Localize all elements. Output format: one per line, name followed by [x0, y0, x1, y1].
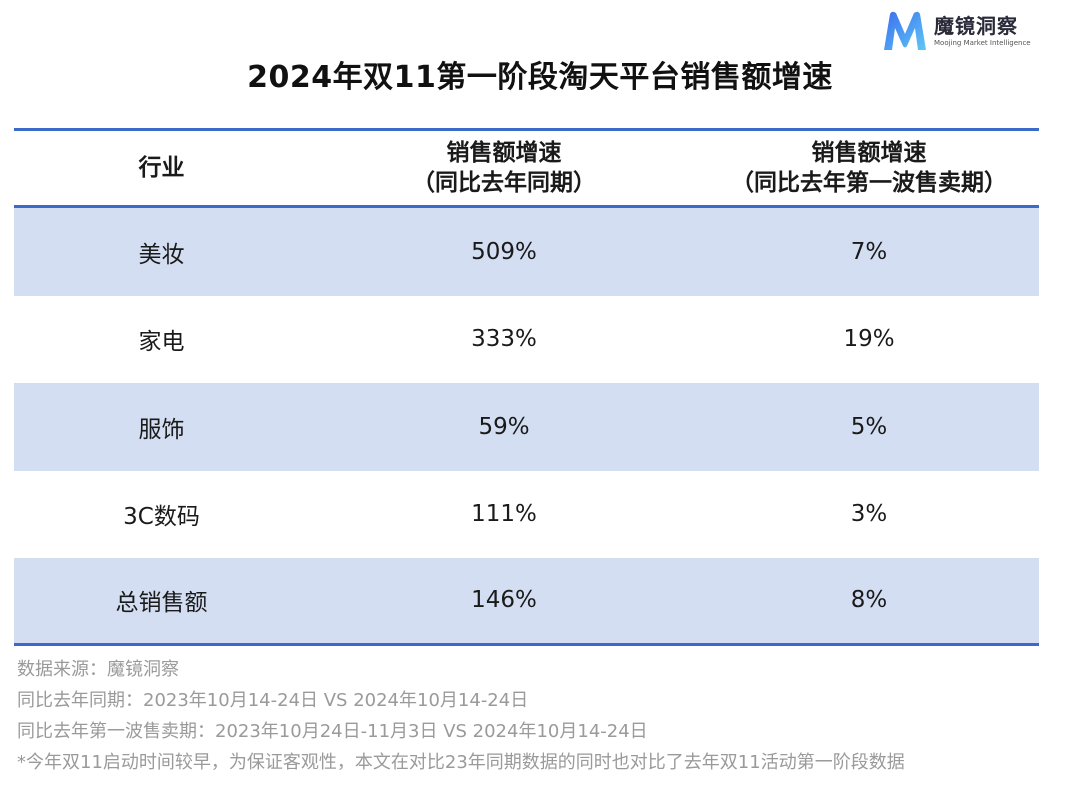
header-yoy-line2: （同比去年同期）: [412, 170, 596, 196]
header-yoy: 销售额增速 （同比去年同期）: [309, 131, 699, 205]
header-first-wave: 销售额增速 （同比去年第一波售卖期）: [699, 131, 1039, 205]
first-wave-cell: 7%: [850, 238, 888, 265]
first-wave-cell: 3%: [850, 501, 888, 528]
first-wave-cell: 5%: [850, 413, 888, 440]
yoy-cell: 509%: [471, 238, 537, 265]
industry-cell: 美妆: [138, 241, 185, 268]
growth-table: 行业 销售额增速 （同比去年同期） 销售额增速 （同比去年第一波售卖期） 美妆 …: [14, 128, 1039, 646]
table-header: 行业 销售额增速 （同比去年同期） 销售额增速 （同比去年第一波售卖期）: [14, 128, 1039, 208]
first-wave-cell: 19%: [843, 326, 895, 353]
brand-logo: 魔镜洞察 Moojing Market Intelligence: [880, 8, 1040, 54]
note-disclaimer: *今年双11启动时间较早，为保证客观性，本文在对比23年同期数据的同时也对比了去…: [17, 752, 905, 773]
note-first-wave-period: 同比去年第一波售卖期：2023年10月24日-11月3日 VS 2024年10月…: [17, 721, 648, 742]
footnotes: 数据来源：魔镜洞察 同比去年同期：2023年10月14-24日 VS 2024年…: [17, 654, 905, 778]
table-row-total: 总销售额 146% 8%: [14, 558, 1039, 646]
header-industry-label: 行业: [138, 155, 185, 181]
industry-cell: 家电: [138, 329, 185, 356]
first-wave-cell: 8%: [850, 587, 888, 614]
note-yoy-period: 同比去年同期：2023年10月14-24日 VS 2024年10月14-24日: [17, 690, 529, 711]
brand-name: 魔镜洞察: [934, 14, 1018, 38]
yoy-cell: 333%: [471, 326, 537, 353]
industry-cell: 服饰: [138, 416, 185, 443]
header-first-wave-line1: 销售额增速: [811, 140, 927, 166]
yoy-cell: 111%: [471, 501, 537, 528]
header-first-wave-line2: （同比去年第一波售卖期）: [731, 170, 1007, 196]
table-row: 家电 333% 19%: [14, 296, 1039, 384]
page-title: 2024年双11第一阶段淘天平台销售额增速: [247, 60, 833, 95]
yoy-cell: 59%: [478, 413, 530, 440]
header-yoy-line1: 销售额增速: [446, 140, 562, 166]
yoy-cell: 146%: [471, 587, 537, 614]
table-row: 3C数码 111% 3%: [14, 471, 1039, 559]
brand-tagline: Moojing Market Intelligence: [934, 39, 1031, 47]
table-row: 美妆 509% 7%: [14, 208, 1039, 296]
note-source: 数据来源：魔镜洞察: [17, 659, 179, 680]
industry-cell: 总销售额: [115, 590, 208, 617]
moojing-logo-icon: [884, 11, 926, 50]
header-industry: 行业: [14, 131, 309, 205]
industry-cell: 3C数码: [123, 504, 200, 531]
table-row: 服饰 59% 5%: [14, 383, 1039, 471]
